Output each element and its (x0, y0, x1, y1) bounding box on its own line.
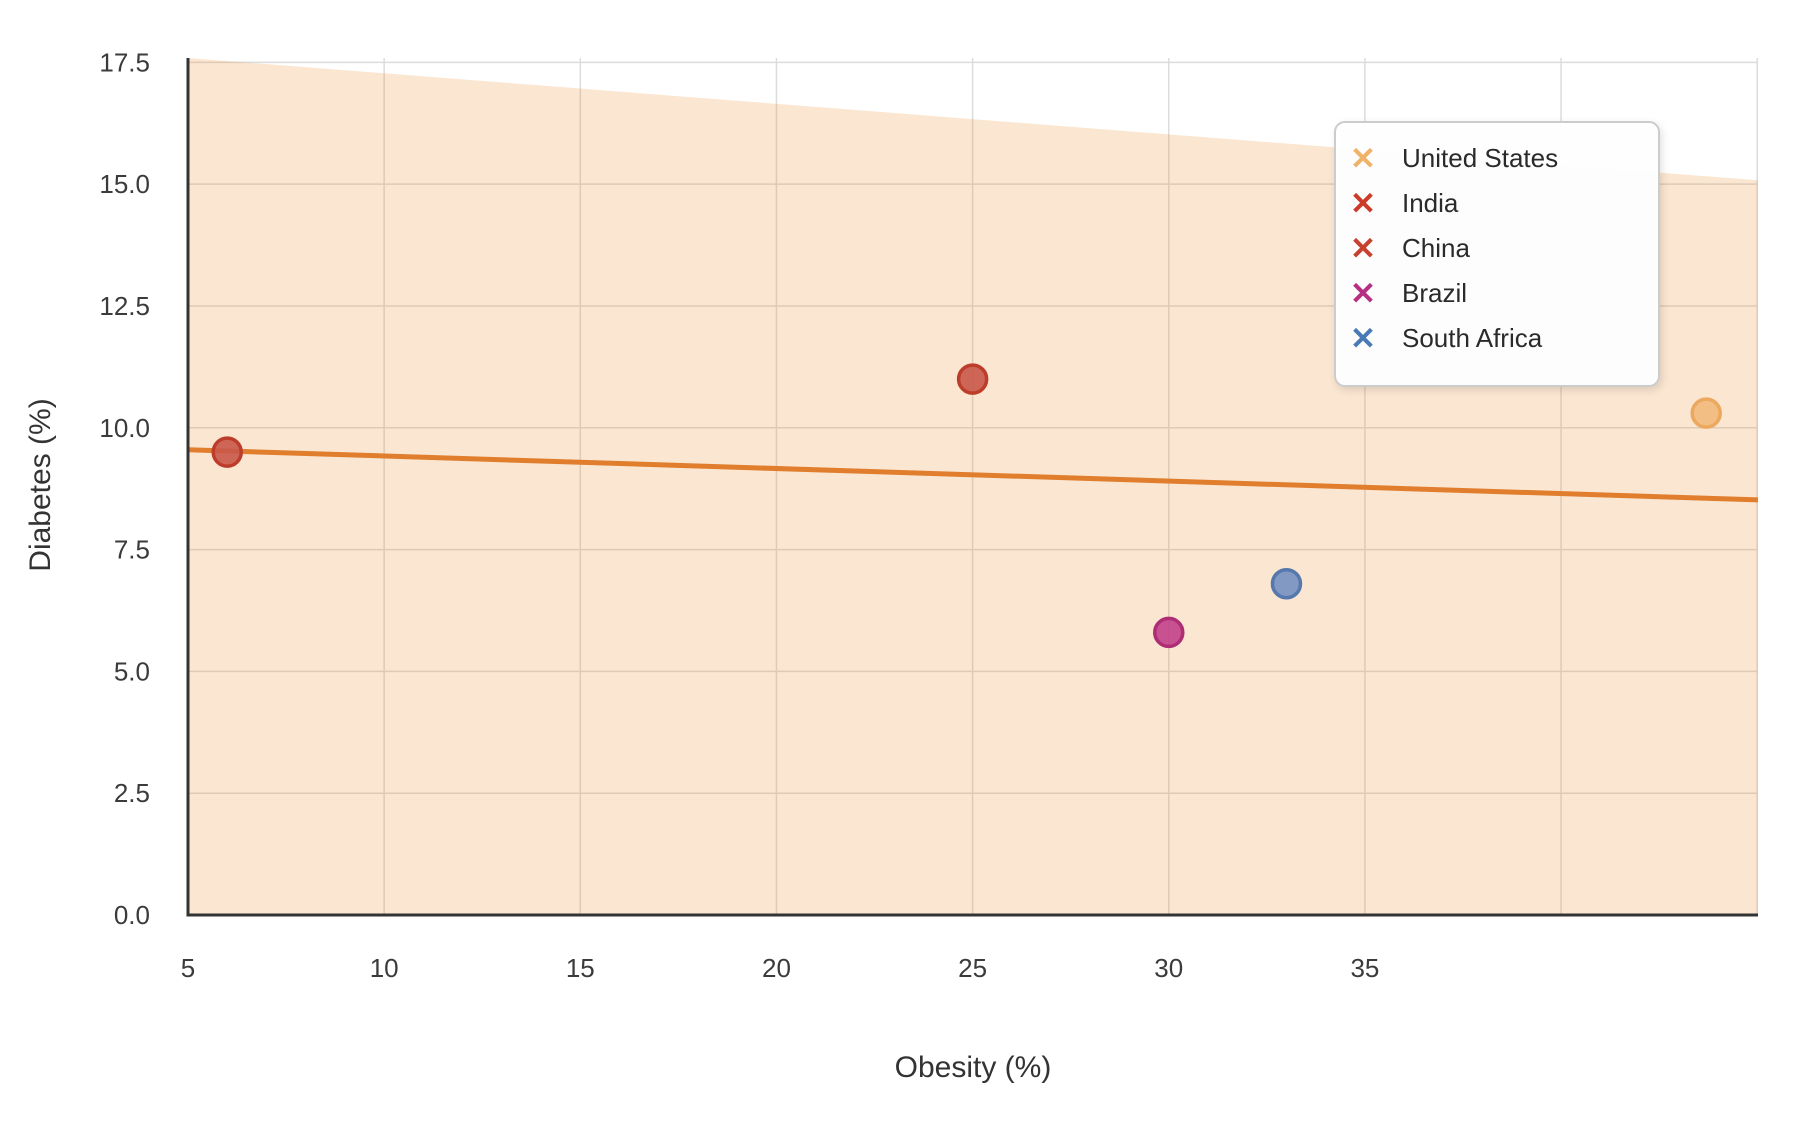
regression-line (187, 447, 1759, 503)
legend-box (1334, 121, 1660, 387)
legend-x-marker-icon: ✕ (1350, 186, 1376, 221)
scatter-point-south-africa (1270, 567, 1303, 600)
y-tick-label: 2.5 (114, 778, 150, 808)
legend-x-marker-icon: ✕ (1350, 141, 1376, 176)
x-tick-label: 10 (370, 953, 399, 983)
axis-spines-layer (186, 58, 1758, 917)
x-tick-label: 20 (762, 953, 791, 983)
y-tick-label: 17.5 (99, 47, 150, 77)
legend: ✕ United States ✕ India ✕ China ✕ Brazil ✕ South … (1334, 121, 1660, 387)
legend-x-marker-icon: ✕ (1350, 276, 1376, 311)
legend-item-india: India (1402, 188, 1459, 218)
legend-item-brazil: Brazil (1402, 278, 1467, 308)
legend-x-marker-icon: ✕ (1350, 321, 1376, 356)
scatter-point-united-states (1690, 397, 1722, 429)
y-tick-label: 5.0 (114, 656, 150, 686)
x-tick-labels: 5 10 15 20 25 30 35 (181, 953, 1380, 983)
x-tick-label: 15 (566, 953, 595, 983)
x-axis-label: Obesity (%) (895, 1051, 1052, 1084)
x-tick-label: 30 (1154, 953, 1183, 983)
scatter-point-china (956, 363, 989, 395)
scatter-points-layer (211, 363, 1722, 649)
x-tick-label: 25 (958, 953, 987, 983)
scatter-point-india (211, 436, 243, 468)
x-tick-label: 35 (1350, 953, 1379, 983)
y-axis-label: Diabetes (%) (24, 398, 57, 571)
y-tick-labels: 0.0 2.5 5.0 7.5 10.0 12.5 15.0 17.5 (99, 47, 150, 930)
regression-line-layer (187, 447, 1759, 503)
x-tick-label: 5 (181, 953, 195, 983)
legend-item-united-states: United States (1402, 143, 1558, 173)
y-tick-label: 10.0 (99, 413, 150, 443)
legend-item-china: China (1402, 233, 1470, 263)
legend-x-marker-icon: ✕ (1350, 231, 1376, 266)
legend-item-south-africa: South Africa (1402, 323, 1543, 353)
y-tick-label: 0.0 (114, 900, 150, 930)
scatter-point-brazil (1153, 616, 1185, 649)
y-tick-label: 7.5 (114, 535, 150, 565)
y-tick-label: 12.5 (99, 291, 150, 321)
y-tick-label: 15.0 (99, 169, 150, 199)
